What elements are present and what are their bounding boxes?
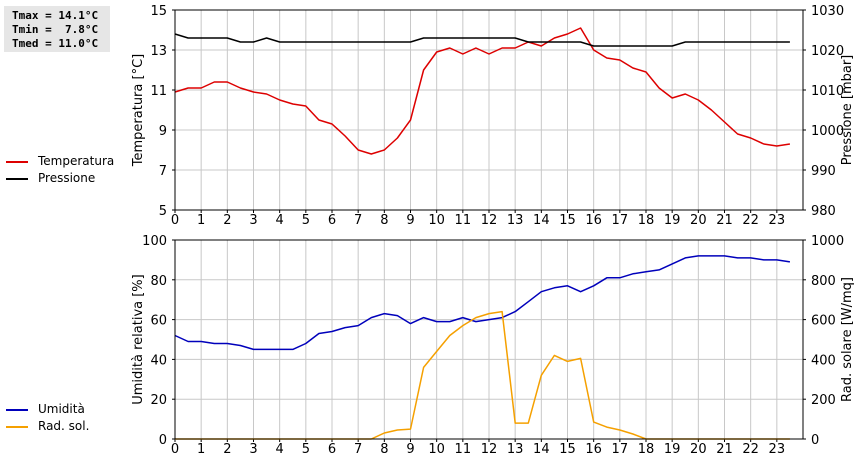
x-tick-label: 11 [455, 213, 472, 228]
x-tick-label: 6 [328, 213, 336, 228]
y2-tick-label: 1010 [811, 84, 844, 99]
x-tick-label: 7 [354, 213, 362, 228]
legend-label-radiation: Rad. sol. [38, 419, 90, 433]
plot-frame [174, 239, 804, 440]
x-tick-label: 16 [585, 213, 602, 228]
tmin-text: Tmin = 7.8°C [12, 23, 99, 36]
series-line-right [175, 310, 790, 440]
y2-tick-label: 990 [811, 164, 836, 179]
x-tick-label: 15 [559, 442, 576, 457]
x-tick-label: 9 [406, 442, 414, 457]
y-tick-label: 5 [159, 204, 167, 219]
y2-tick-label: 800 [811, 274, 836, 289]
y2-tick-label: 0 [811, 433, 819, 448]
series-line-left [174, 255, 791, 351]
y-tick-label: 15 [150, 4, 167, 19]
legend-label-pressure: Pressione [38, 171, 96, 185]
x-tick-label: 5 [302, 213, 310, 228]
y2-axis-title: Pressione [mbar] [840, 55, 855, 166]
x-tick-label: 12 [481, 213, 498, 228]
y-tick-label: 40 [150, 353, 167, 368]
x-tick-label: 4 [276, 213, 284, 228]
y2-tick-label: 200 [811, 393, 836, 408]
x-tick-label: 14 [533, 213, 550, 228]
legend-swatch-humidity [6, 409, 28, 411]
y2-tick-label: 980 [811, 204, 836, 219]
x-tick-label: 23 [769, 442, 786, 457]
tmax-text: Tmax = 14.1°C [12, 9, 99, 22]
y-tick-label: 0 [159, 433, 167, 448]
y2-tick-label: 1000 [811, 124, 844, 139]
plot-frame [174, 9, 804, 211]
y-tick-label: 7 [159, 164, 167, 179]
x-tick-label: 21 [716, 442, 733, 457]
x-tick-label: 1 [197, 213, 205, 228]
y2-tick-label: 400 [811, 353, 836, 368]
x-tick-label: 0 [171, 213, 179, 228]
x-tick-label: 14 [533, 442, 550, 457]
series-line-right [174, 33, 790, 47]
y2-tick-label: 1000 [811, 234, 844, 249]
x-tick-label: 2 [223, 442, 231, 457]
legend-label-humidity: Umidità [38, 402, 85, 416]
x-tick-label: 22 [742, 213, 759, 228]
stats-box: Tmax = 14.1°C Tmin = 7.8°C Tmed = 11.0°C [4, 6, 110, 52]
x-tick-label: 13 [507, 213, 524, 228]
tmed-text: Tmed = 11.0°C [12, 37, 99, 50]
y2-tick-label: 1030 [811, 4, 844, 19]
y-tick-label: 100 [142, 234, 167, 249]
x-tick-label: 12 [481, 442, 498, 457]
x-tick-label: 18 [638, 442, 655, 457]
legend-label-temperature: Temperatura [38, 154, 115, 168]
x-tick-label: 18 [638, 213, 655, 228]
x-tick-label: 13 [507, 442, 524, 457]
x-tick-label: 17 [612, 442, 629, 457]
x-tick-label: 23 [769, 213, 786, 228]
x-tick-label: 3 [249, 442, 257, 457]
legend-swatch-pressure [6, 178, 28, 180]
x-tick-label: 21 [716, 213, 733, 228]
x-tick-label: 22 [742, 442, 759, 457]
x-tick-label: 2 [223, 213, 231, 228]
x-tick-label: 9 [406, 213, 414, 228]
x-tick-label: 15 [559, 213, 576, 228]
x-tick-label: 20 [690, 213, 707, 228]
x-tick-label: 0 [171, 442, 179, 457]
y-axis-title: Umidità relativa [%] [131, 274, 146, 404]
legend-swatch-temperature [6, 161, 28, 163]
series-line-left [174, 27, 791, 155]
x-tick-label: 20 [690, 442, 707, 457]
x-tick-label: 19 [664, 442, 681, 457]
x-tick-label: 7 [354, 442, 362, 457]
x-tick-label: 16 [585, 442, 602, 457]
x-tick-label: 10 [428, 213, 445, 228]
x-tick-label: 11 [455, 442, 472, 457]
x-tick-label: 6 [328, 442, 336, 457]
x-tick-label: 4 [276, 442, 284, 457]
x-tick-label: 17 [612, 213, 629, 228]
x-tick-label: 3 [249, 213, 257, 228]
x-tick-label: 10 [428, 442, 445, 457]
y-tick-label: 13 [150, 44, 167, 59]
y-tick-label: 60 [150, 314, 167, 329]
x-tick-label: 8 [380, 442, 388, 457]
x-tick-label: 5 [302, 442, 310, 457]
y-tick-label: 11 [150, 84, 167, 99]
x-tick-label: 8 [380, 213, 388, 228]
legend-swatch-radiation [6, 426, 28, 428]
y2-axis-title: Rad. solare [W/mq] [840, 277, 855, 402]
y2-tick-label: 600 [811, 314, 836, 329]
y-tick-label: 20 [150, 393, 167, 408]
x-tick-label: 1 [197, 442, 205, 457]
y2-tick-label: 1020 [811, 44, 844, 59]
x-tick-label: 19 [664, 213, 681, 228]
y-axis-title: Temperatura [°C] [131, 54, 146, 167]
y-tick-label: 9 [159, 124, 167, 139]
y-tick-label: 80 [150, 274, 167, 289]
